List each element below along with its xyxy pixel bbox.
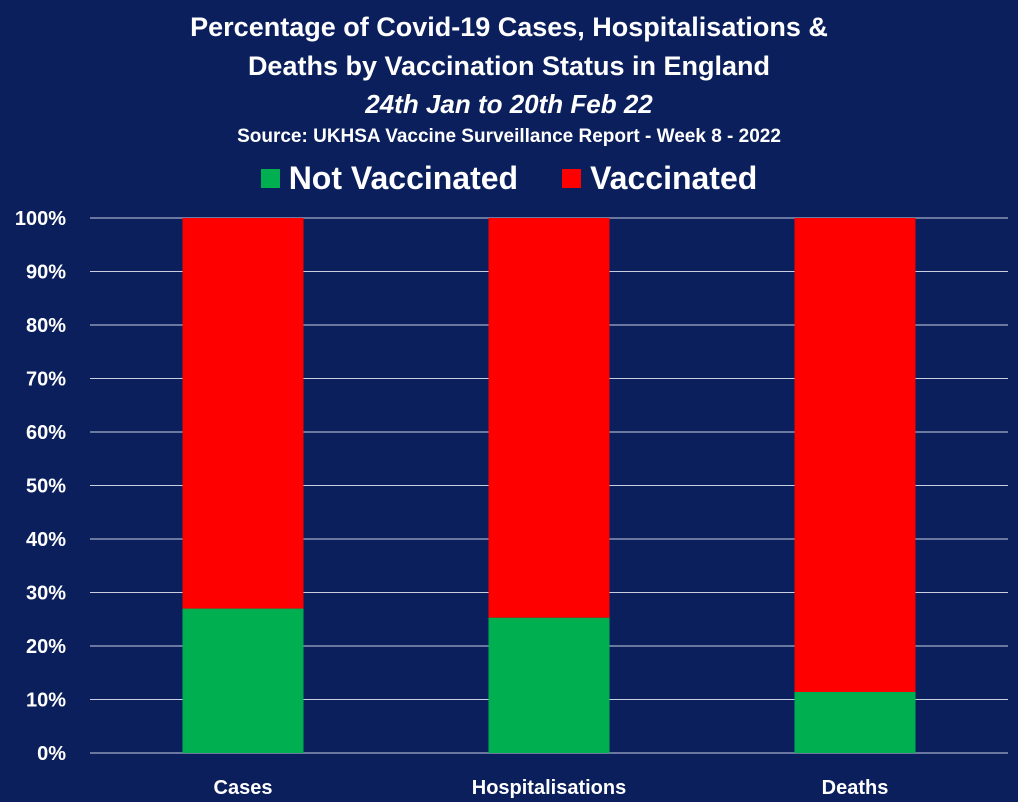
bar-deaths-not-vaccinated	[794, 692, 916, 753]
y-tick-label: 100%	[15, 208, 66, 230]
chart-title-line1: Percentage of Covid-19 Cases, Hospitalis…	[190, 12, 828, 42]
y-tick-label: 0%	[37, 743, 66, 765]
bar-hospitalisations-vaccinated	[488, 218, 610, 618]
y-tick-label: 50%	[26, 476, 66, 498]
legend-swatch-vaccinated	[562, 169, 582, 188]
bar-cases-not-vaccinated	[182, 608, 304, 753]
bar-cases-vaccinated	[182, 218, 304, 609]
chart-title-line2: Deaths by Vaccination Status in England	[247, 51, 771, 81]
y-tick-label: 40%	[26, 529, 66, 551]
x-category-label: Hospitalisations	[472, 777, 626, 799]
y-tick-label: 10%	[26, 690, 66, 712]
bars	[182, 218, 916, 753]
legend-item-not-vaccinated: Not Vaccinated	[260, 160, 519, 197]
y-tick-label: 80%	[26, 315, 66, 337]
bar-deaths-vaccinated	[794, 218, 916, 693]
legend-swatch-not-vaccinated	[260, 169, 280, 188]
x-category-label: Deaths	[822, 777, 889, 799]
legend-item-vaccinated: Vaccinated	[562, 160, 757, 197]
chart-source: Source: UKHSA Vaccine Surveillance Repor…	[237, 126, 781, 147]
y-tick-label: 20%	[26, 636, 66, 658]
x-axis-categories: Cases Hospitalisations Deaths	[214, 777, 889, 799]
y-tick-label: 30%	[26, 583, 66, 605]
y-axis-ticks: 0% 10% 20% 30% 40% 50% 60% 70% 80% 90% 100%	[15, 208, 66, 765]
chart-subtitle: 24th Jan to 20th Feb 22	[365, 89, 653, 119]
chart-legend: Not Vaccinated Vaccinated	[0, 160, 1018, 197]
legend-label-not-vaccinated: Not Vaccinated	[288, 160, 519, 196]
x-category-label: Cases	[214, 777, 273, 799]
y-tick-label: 60%	[26, 422, 66, 444]
bar-hospitalisations-not-vaccinated	[488, 617, 610, 753]
y-tick-label: 90%	[26, 262, 66, 284]
legend-label-vaccinated: Vaccinated	[590, 160, 758, 196]
y-tick-label: 70%	[26, 369, 66, 391]
chart-titles: Percentage of Covid-19 Cases, Hospitalis…	[0, 8, 1018, 152]
